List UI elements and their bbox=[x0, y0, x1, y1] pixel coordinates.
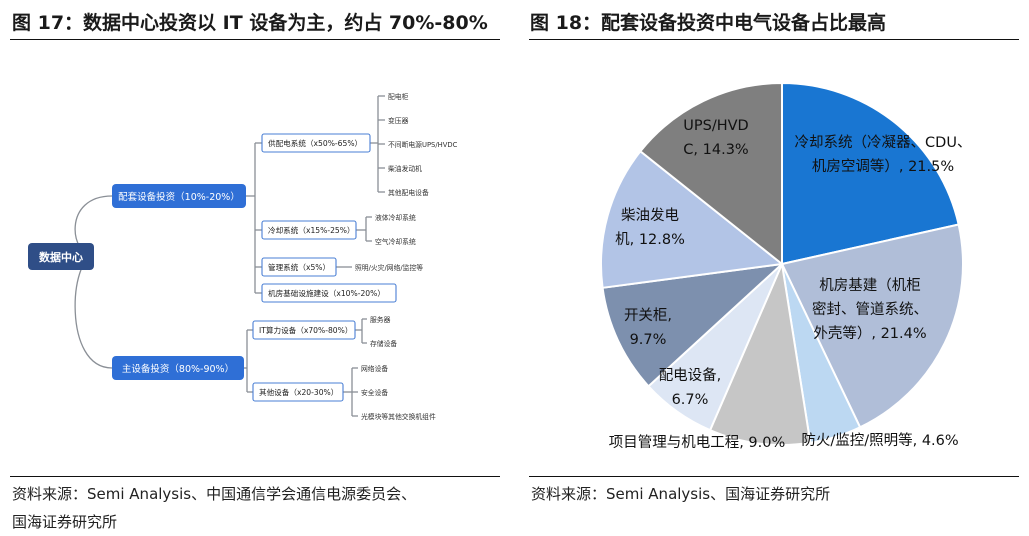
left-source-rule bbox=[10, 476, 500, 477]
pie-slice-6 bbox=[600, 149, 785, 289]
leaf-storage: 存储设备 bbox=[370, 339, 397, 348]
pie-label-5-line-0: 开关柜, bbox=[624, 307, 672, 324]
right-title-rule bbox=[529, 39, 1019, 40]
leaf-ups-hvdc: 不间断电源UPS/HVDC bbox=[388, 140, 458, 149]
second-level-boxes bbox=[252, 133, 397, 402]
other-devices-label: 其他设备（x20-30%） bbox=[259, 387, 338, 397]
facility-construction-label: 机房基础设施建设（x10%-20%） bbox=[268, 288, 385, 298]
left-source-line-1: 资料来源：Semi Analysis、中国通信学会通信电源委员会、 bbox=[12, 485, 417, 503]
left-source-line-2: 国海证券研究所 bbox=[12, 513, 118, 531]
right-figure-title: 图 18：配套设备投资中电气设备占比最高 bbox=[530, 12, 887, 34]
pie-label-7-line-1: C, 14.3% bbox=[683, 142, 748, 158]
management-label: 管理系统（x5%） bbox=[268, 262, 330, 272]
pie-label-0-line-0: 冷却系统（冷凝器、CDU、 bbox=[795, 134, 972, 151]
leaf-optical-modules: 光模块等其他交换机组件 bbox=[361, 412, 436, 421]
pie-label-7-line-0: UPS/HVD bbox=[683, 118, 748, 134]
it-compute-label: IT算力设备（x70%-80%） bbox=[259, 325, 352, 335]
pie-label-5-line-1: 9.7% bbox=[630, 332, 667, 348]
pie-label-3: 项目管理与机电工程, 9.0% bbox=[609, 434, 786, 451]
pie-slice-1 bbox=[780, 223, 964, 429]
box-cooling bbox=[261, 220, 357, 240]
pie-label-5: 开关柜, 9.7% bbox=[624, 307, 672, 348]
pie-label-1-line-1: 密封、管道系统、 bbox=[812, 301, 928, 318]
power-supply-label: 供配电系统（x50%-65%） bbox=[268, 138, 362, 148]
leaf-network-devices: 网络设备 bbox=[361, 364, 388, 373]
leaf-lighting-fire-network: 照明/火灾/网络/监控等 bbox=[355, 263, 423, 272]
pie-label-1-line-2: 外壳等）, 21.4% bbox=[813, 324, 926, 342]
pie-label-1-line-0: 机房基建（机柜 bbox=[819, 277, 921, 294]
leaf-other-distribution: 其他配电设备 bbox=[388, 188, 429, 197]
pie-label-2: 防火/监控/照明等, 4.6% bbox=[801, 431, 958, 449]
cooling-label: 冷却系统（x15%-25%） bbox=[268, 225, 355, 235]
pie-label-6-line-0: 柴油发电 bbox=[621, 207, 679, 224]
pie-label-0-line-1: 机房空调等）, 21.5% bbox=[812, 157, 954, 175]
pie-label-6-line-1: 机, 12.8% bbox=[615, 231, 685, 248]
leaf-distribution-cabinet: 配电柜 bbox=[388, 92, 409, 101]
pie-label-7: UPS/HVD C, 14.3% bbox=[683, 118, 748, 158]
branch-main-equipment: 主设备投资（80%-90%） bbox=[112, 356, 244, 380]
leaf-security-devices: 安全设备 bbox=[361, 388, 388, 397]
investment-mindmap: 数据中心 配套设备投资（10%-20%） 主设备投资（80%-90%） 供配电系… bbox=[28, 92, 458, 421]
pie-slices bbox=[600, 81, 964, 446]
pie-label-3-line-0: 项目管理与机电工程, 9.0% bbox=[609, 434, 786, 451]
pie-label-4: 配电设备, 6.7% bbox=[659, 367, 722, 408]
pie-slice-7 bbox=[638, 81, 783, 267]
left-title-rule bbox=[10, 39, 500, 40]
pie-label-2-line-0: 防火/监控/照明等, 4.6% bbox=[801, 431, 958, 449]
pie-slice-3 bbox=[708, 260, 812, 446]
pie-labels: 冷却系统（冷凝器、CDU、机房空调等）, 21.5% 机房基建（机柜密封、管道系统… bbox=[609, 118, 972, 451]
box-power-supply bbox=[261, 133, 371, 153]
pie-label-4-line-0: 配电设备, bbox=[659, 367, 722, 384]
box-other-devices bbox=[252, 382, 344, 402]
right-source-note: 资料来源：Semi Analysis、国海证券研究所 bbox=[531, 480, 830, 508]
pie-label-1: 机房基建（机柜密封、管道系统、外壳等）, 21.4% bbox=[812, 277, 928, 342]
right-source-rule bbox=[529, 476, 1019, 477]
mindmap-root: 数据中心 bbox=[28, 243, 94, 270]
branch-main-label: 主设备投资（80%-90%） bbox=[122, 363, 234, 375]
branch-support-label: 配套设备投资（10%-20%） bbox=[118, 191, 240, 203]
left-source-note: 资料来源：Semi Analysis、中国通信学会通信电源委员会、 国海证券研究… bbox=[12, 480, 416, 536]
pie-label-4-line-1: 6.7% bbox=[672, 392, 709, 408]
right-source-line-1: 资料来源：Semi Analysis、国海证券研究所 bbox=[531, 485, 831, 503]
branch-support-equipment: 配套设备投资（10%-20%） bbox=[112, 184, 246, 208]
leaf-liquid-cooling: 液体冷却系统 bbox=[375, 213, 416, 222]
leaf-server: 服务器 bbox=[370, 315, 391, 324]
leaf-air-cooling: 空气冷却系统 bbox=[375, 237, 416, 246]
pie-slice-0 bbox=[781, 81, 960, 266]
box-management bbox=[261, 257, 337, 277]
root-label: 数据中心 bbox=[39, 250, 83, 264]
pie-label-0: 冷却系统（冷凝器、CDU、机房空调等）, 21.5% bbox=[795, 134, 972, 175]
left-figure-title: 图 17：数据中心投资以 IT 设备为主，约占 70%-80% bbox=[12, 12, 488, 34]
pie-label-6: 柴油发电机, 12.8% bbox=[615, 207, 685, 248]
pie-slice-5 bbox=[601, 262, 786, 388]
box-facility-construction bbox=[261, 283, 397, 303]
box-it-compute bbox=[252, 320, 356, 340]
leaf-transformer: 变压器 bbox=[388, 116, 409, 125]
mindmap-connectors bbox=[74, 95, 385, 417]
leaf-diesel-engine: 柴油发动机 bbox=[388, 164, 422, 173]
